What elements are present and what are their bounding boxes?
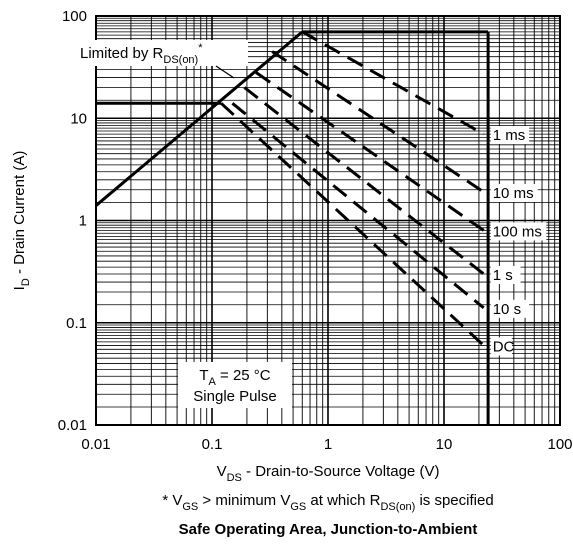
y-tick-label: 10	[70, 110, 87, 127]
y-axis-label: ID - Drain Current (A)	[11, 151, 32, 291]
series-label-100-ms: 100 ms	[493, 223, 542, 240]
series-label-10-s: 10 s	[493, 301, 521, 318]
series-label-background	[490, 183, 538, 202]
x-tick-label: 0.1	[202, 436, 223, 453]
rds-on-annotation-text: Limited by RDS(on)*	[80, 42, 203, 66]
y-tick-label: 0.1	[66, 315, 87, 332]
series-label-10-ms: 10 ms	[493, 185, 534, 202]
conditions-background	[178, 362, 292, 408]
curve-1-ms	[301, 30, 485, 136]
series-labels: 1 ms 10 ms 100 ms 1 s 10 s DC	[490, 126, 547, 356]
rds-on-leader-line	[215, 65, 235, 79]
operating-limits	[95, 30, 490, 425]
series-label-1-s: 1 s	[493, 267, 513, 284]
ambient-temperature-text: TA = 25 °C	[199, 367, 270, 388]
tick-labels: 0.01 0.1 1 10 100 0.01 0.1 1 10 100	[58, 8, 573, 453]
footnote: * VGS > minimum VGS at which RDS(on) is …	[162, 492, 493, 513]
chart-grid	[96, 16, 560, 425]
series-label-background	[490, 126, 530, 145]
x-tick-label: 10	[436, 436, 453, 453]
y-tick-label: 0.01	[58, 417, 87, 434]
chart-title: Safe Operating Area, Junction-to-Ambient	[179, 521, 478, 538]
rds-on-annotation: Limited by RDS(on)*	[76, 40, 248, 79]
y-tick-label: 100	[62, 8, 87, 25]
single-pulse-text: Single Pulse	[193, 388, 276, 405]
plot-frame	[95, 15, 561, 426]
series-label-background	[490, 337, 512, 356]
series-label-dc: DC	[493, 338, 515, 355]
rds-on-annotation-background	[76, 40, 248, 66]
y-tick-label: 1	[79, 213, 87, 230]
conditions-annotation: TA = 25 °C Single Pulse	[178, 362, 292, 408]
curve-100-ms	[255, 71, 485, 232]
x-tick-label: 0.01	[81, 436, 110, 453]
curve-10-s	[231, 102, 485, 309]
x-tick-label: 1	[324, 436, 332, 453]
curve-10-ms	[271, 50, 485, 194]
series-label-background	[490, 222, 547, 241]
x-tick-label: 100	[547, 436, 572, 453]
x-axis-label: VDS - Drain-to-Source Voltage (V)	[217, 463, 440, 484]
curve-dc	[220, 102, 485, 347]
rds-on-limit-line	[95, 30, 304, 207]
series-label-background	[490, 265, 521, 284]
series-label-1-ms: 1 ms	[493, 127, 526, 144]
pulse-curves	[220, 30, 485, 347]
series-label-background	[490, 299, 530, 318]
